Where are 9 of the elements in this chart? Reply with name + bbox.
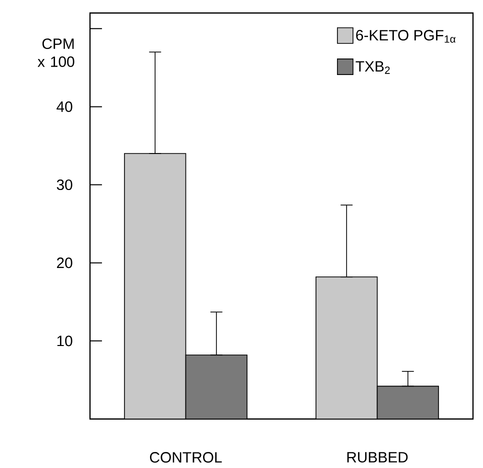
x-tick-label: CONTROL [150,452,222,463]
x-tick-label: RUBBED [347,452,408,463]
legend-label: 6-KETO PGF$_{1α}$ [356,30,456,43]
y-tick-label: 20 [57,258,72,268]
legend-label: TXB$_{2}$ [356,61,390,74]
y-tick-label: 10 [57,336,72,346]
y-axis-title: CPM x 100 [38,38,74,68]
y-tick-label: 30 [56,180,72,190]
y-tick-label: 40 [56,102,72,112]
